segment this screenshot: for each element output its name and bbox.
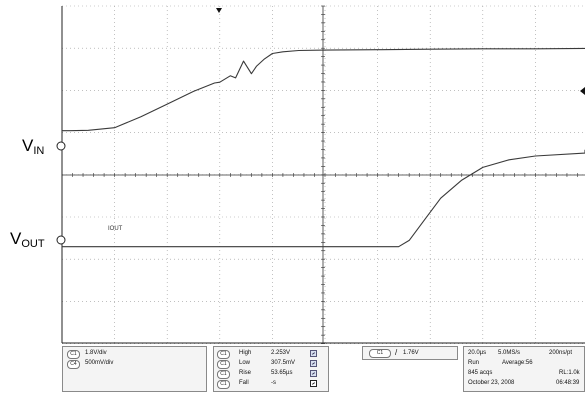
vin-label-main: V	[22, 136, 34, 155]
measurement-chip[interactable]: C1	[217, 360, 230, 369]
measurement-name: Rise	[239, 370, 252, 376]
measurement-chip[interactable]: C1	[217, 380, 230, 389]
date: October 23, 2008	[468, 380, 515, 386]
acq-count: 845 acqs	[468, 370, 493, 376]
sample-rate: 5.0MS/s	[498, 350, 521, 356]
ch4-ground-marker[interactable]	[56, 235, 66, 245]
measurement-value: 307.5mV	[271, 360, 296, 366]
trace-vin	[62, 47, 585, 132]
trigger-slope[interactable]: /	[395, 348, 398, 357]
measurement-chip[interactable]: C1	[217, 370, 230, 379]
c4-scale[interactable]: 500mV/div	[85, 360, 114, 366]
vin-label: VIN	[22, 137, 44, 160]
measurement-name: High	[239, 350, 252, 356]
average-count: Average:56	[502, 360, 533, 366]
measurement-value: -s	[271, 380, 276, 386]
graticule	[61, 5, 585, 344]
trigger-panel: C1 / 1.76V	[362, 346, 458, 360]
measurement-stats-icon[interactable]	[310, 370, 317, 377]
time: 06:48:39	[556, 380, 580, 386]
vout-label-main: V	[10, 229, 22, 248]
waveform-traces	[62, 47, 585, 248]
measurement-stats-icon[interactable]	[310, 360, 317, 367]
record-length: RL:1.0k	[559, 370, 580, 376]
acq-mode[interactable]: Run	[468, 360, 480, 366]
trigger-position-marker	[216, 8, 222, 13]
measurement-name: Low	[239, 360, 251, 366]
measurement-chip[interactable]: C1	[217, 350, 230, 359]
vout-label: VOUT	[10, 230, 45, 253]
measurement-value: 2.253V	[271, 350, 291, 356]
measurement-value: 53.65µs	[271, 370, 293, 376]
measurements-panel: C1 High 2.253V C1 Low 307.5mV C1 Rise 53…	[213, 346, 329, 392]
oscilloscope-display: IOUT	[56, 5, 585, 344]
resolution: 200ns/pt	[549, 350, 573, 356]
trigger-level[interactable]: 1.76V	[403, 350, 419, 356]
trace-vout	[62, 149, 585, 248]
marker-group	[56, 8, 585, 245]
vin-label-sub: IN	[33, 145, 45, 157]
c1-chip[interactable]: C1	[67, 350, 80, 359]
acquisition-panel: 20.0µs 5.0MS/s 200ns/pt Run Average:56 8…	[463, 346, 585, 392]
measurement-stats-icon[interactable]	[310, 380, 317, 387]
c4-chip[interactable]: C4	[67, 360, 80, 369]
measurement-name: Fall	[239, 380, 249, 386]
c1-scale[interactable]: 1.8V/div	[85, 350, 107, 356]
ch1-ground-marker[interactable]	[56, 141, 66, 151]
vout-label-sub: OUT	[21, 238, 45, 250]
iout-trace-tag: IOUT	[108, 226, 123, 232]
trigger-level-marker	[580, 87, 585, 95]
trigger-chip[interactable]: C1	[369, 349, 391, 358]
timebase[interactable]: 20.0µs	[468, 350, 487, 356]
channel-scale-panel: C1 1.8V/div C4 500mV/div	[62, 346, 207, 392]
measurement-stats-icon[interactable]	[310, 350, 317, 357]
